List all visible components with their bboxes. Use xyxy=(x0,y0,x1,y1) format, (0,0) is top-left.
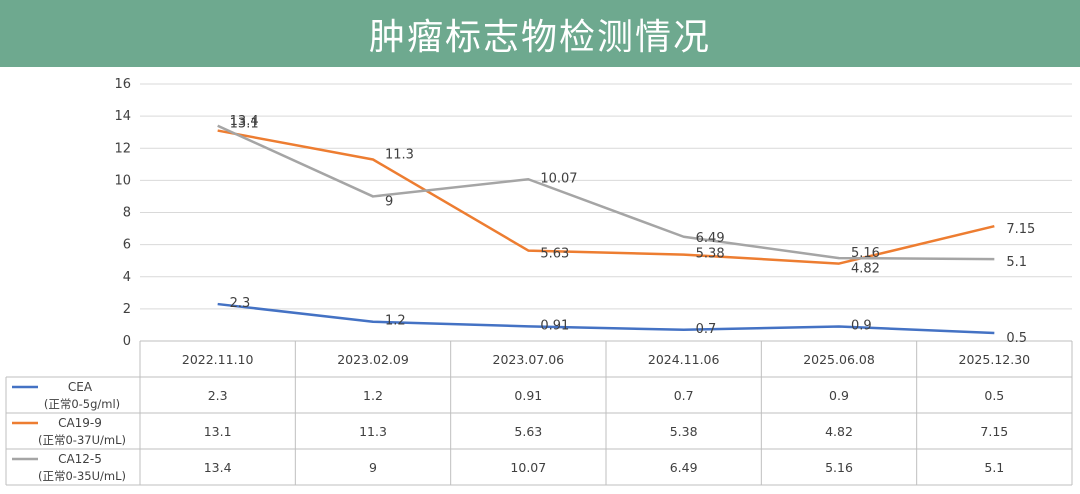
legend-series-range: (正常0-35U/mL) xyxy=(38,469,126,483)
table-cell-value: 6.49 xyxy=(670,460,698,475)
data-label: 1.2 xyxy=(385,314,406,329)
y-axis: 0 2 4 6 8 10 12 14 16 xyxy=(114,77,131,349)
table-cell-value: 9 xyxy=(369,460,377,475)
series-line-ca12-5 xyxy=(217,124,995,261)
data-label: 5.16 xyxy=(851,246,880,261)
table-cell-value: 13.1 xyxy=(204,424,232,439)
legend-series-name: CA19-9 xyxy=(58,416,102,430)
y-tick-label: 6 xyxy=(123,238,131,253)
x-category-label: 2023.02.09 xyxy=(337,352,409,367)
data-label: 0.91 xyxy=(540,318,569,333)
page-title: 肿瘤标志物检测情况 xyxy=(368,16,711,58)
table-cell-value: 5.63 xyxy=(514,424,542,439)
y-tick-label: 8 xyxy=(123,206,131,221)
data-label: 9 xyxy=(385,194,393,209)
y-tick-label: 12 xyxy=(114,141,131,156)
line-chart: 0 2 4 6 8 10 12 14 16 2022.11.10 2023.02.09 2023.0… xyxy=(5,77,1073,486)
legend-series-name: CA12-5 xyxy=(58,452,102,466)
table-cell-value: 0.9 xyxy=(829,388,849,403)
table-cell-value: 7.15 xyxy=(980,424,1008,439)
legend-series-name: CEA xyxy=(68,380,93,394)
table-cell-value: 10.07 xyxy=(510,460,546,475)
x-category-label: 2025.12.30 xyxy=(959,352,1031,367)
data-label: 10.07 xyxy=(540,171,577,186)
data-label: 5.1 xyxy=(1006,255,1027,270)
y-tick-label: 4 xyxy=(123,270,131,285)
data-label: 2.3 xyxy=(230,296,251,311)
series-lines xyxy=(217,124,995,335)
data-label: 5.38 xyxy=(696,247,725,262)
data-label: 0.5 xyxy=(1006,331,1027,346)
data-label: 5.63 xyxy=(540,247,569,262)
series-line-cea xyxy=(217,302,995,335)
table-cell-value: 2.3 xyxy=(208,388,228,403)
table-cell-value: 5.1 xyxy=(984,460,1004,475)
data-label: 13.4 xyxy=(230,114,259,129)
x-category-label: 2025.06.08 xyxy=(803,352,875,367)
table-cell-value: 11.3 xyxy=(359,424,387,439)
x-category-label: 2022.11.10 xyxy=(182,352,254,367)
table-cell-value: 5.16 xyxy=(825,460,853,475)
table-cell-value: 4.82 xyxy=(825,424,853,439)
y-tick-label: 14 xyxy=(114,109,131,124)
table-cell-value: 0.7 xyxy=(674,388,694,403)
data-label: 13.1 xyxy=(230,117,259,132)
data-label: 0.9 xyxy=(851,319,872,334)
y-tick-label: 2 xyxy=(123,302,131,317)
chart-area: 0 2 4 6 8 10 12 14 16 2022.11.10 2023.02.09 2023.0… xyxy=(0,67,1080,490)
table-cell-value: 13.4 xyxy=(204,460,232,475)
y-tick-label: 0 xyxy=(123,334,131,349)
data-label: 6.49 xyxy=(696,231,725,246)
series-line-ca19-9 xyxy=(217,129,995,265)
y-tick-label: 16 xyxy=(114,77,131,92)
data-table: 2022.11.10 2023.02.09 2023.07.06 2024.11.06… xyxy=(5,340,1073,486)
data-labels: 2.3 1.2 0.91 0.7 0.9 0.5 13.1 11.3 5.63 5.38 4.82 7… xyxy=(230,114,1036,346)
table-cell-value: 0.91 xyxy=(514,388,542,403)
data-label: 11.3 xyxy=(385,147,414,162)
legend-series-range: (正常0-37U/mL) xyxy=(38,433,126,447)
x-category-label: 2024.11.06 xyxy=(648,352,720,367)
x-category-label: 2023.07.06 xyxy=(493,352,565,367)
data-label: 4.82 xyxy=(851,262,880,277)
y-tick-label: 10 xyxy=(114,173,131,188)
table-cell-value: 0.5 xyxy=(984,388,1004,403)
data-label: 7.15 xyxy=(1006,222,1035,237)
legend-series-range: (正常0-5g/ml) xyxy=(44,397,120,411)
table-cell-value: 5.38 xyxy=(670,424,698,439)
table-cell-value: 1.2 xyxy=(363,388,383,403)
gridlines xyxy=(140,83,1072,310)
data-label: 0.7 xyxy=(696,322,717,337)
title-banner: 肿瘤标志物检测情况 xyxy=(0,0,1080,67)
